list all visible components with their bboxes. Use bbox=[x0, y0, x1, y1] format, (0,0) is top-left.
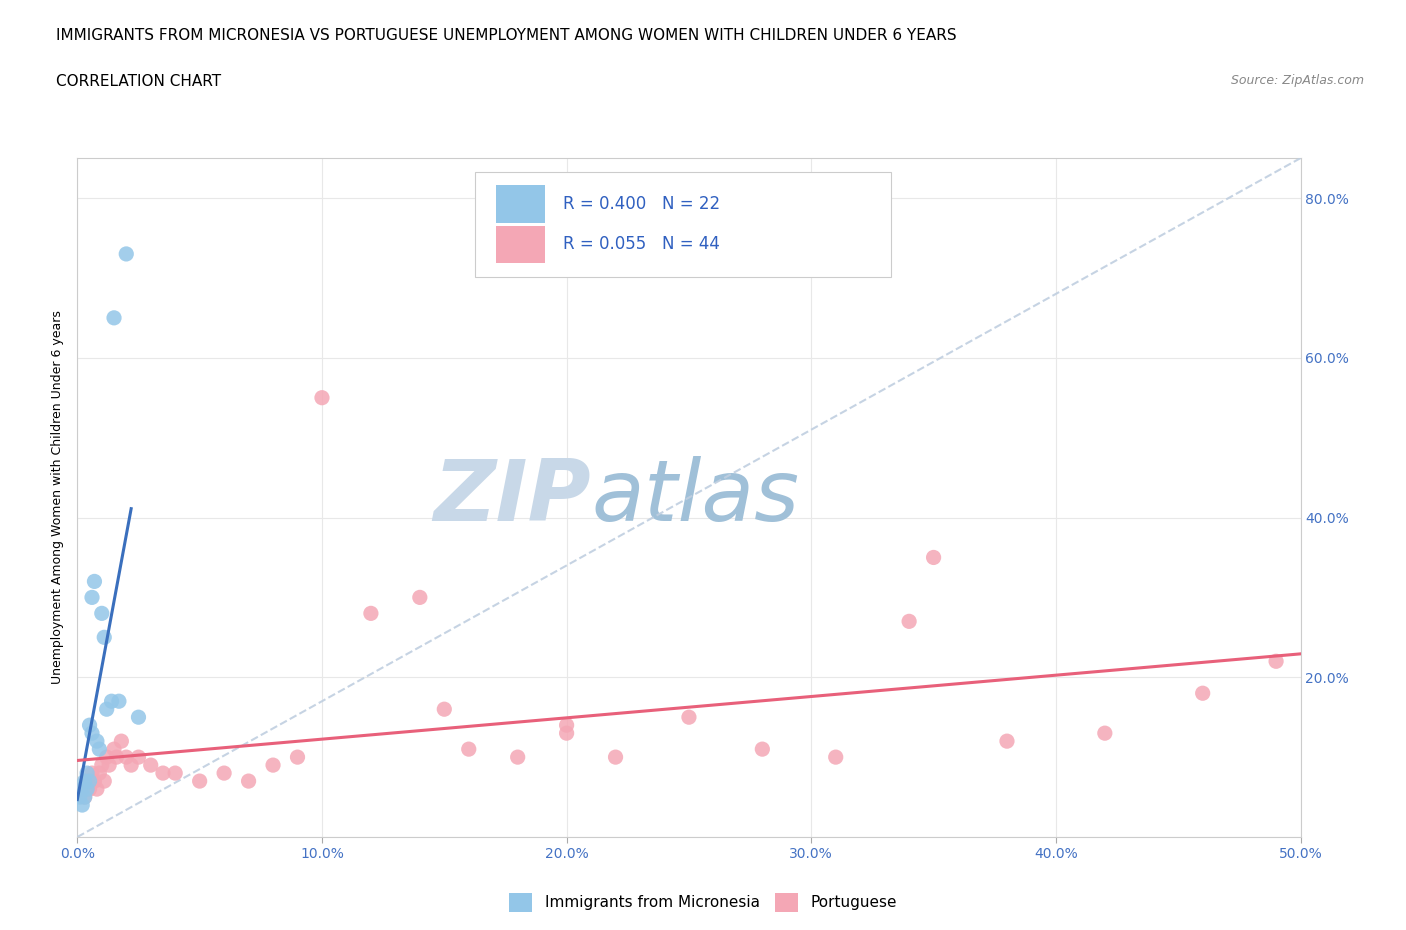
Point bbox=[678, 710, 700, 724]
Point bbox=[1265, 654, 1288, 669]
Point bbox=[69, 790, 91, 804]
Point bbox=[922, 550, 945, 565]
Point bbox=[76, 781, 98, 796]
Point bbox=[100, 694, 122, 709]
Point bbox=[76, 765, 98, 780]
Point bbox=[79, 781, 101, 796]
Point bbox=[115, 750, 138, 764]
Point bbox=[103, 311, 125, 325]
Point bbox=[238, 774, 260, 789]
Point bbox=[86, 781, 108, 796]
Point bbox=[212, 765, 235, 780]
Text: IMMIGRANTS FROM MICRONESIA VS PORTUGUESE UNEMPLOYMENT AMONG WOMEN WITH CHILDREN : IMMIGRANTS FROM MICRONESIA VS PORTUGUESE… bbox=[56, 28, 957, 43]
Point bbox=[89, 765, 111, 780]
Point bbox=[188, 774, 211, 789]
Point bbox=[80, 725, 103, 740]
Bar bbox=[496, 185, 544, 222]
Point bbox=[70, 798, 93, 813]
Text: R = 0.400   N = 22: R = 0.400 N = 22 bbox=[562, 194, 720, 213]
Text: ZIP: ZIP bbox=[433, 456, 591, 539]
Point bbox=[360, 606, 382, 621]
Text: atlas: atlas bbox=[591, 456, 799, 539]
Point bbox=[311, 391, 333, 405]
Y-axis label: Unemployment Among Women with Children Under 6 years: Unemployment Among Women with Children U… bbox=[51, 311, 65, 684]
Point bbox=[605, 750, 627, 764]
Point bbox=[70, 781, 93, 796]
Point bbox=[80, 765, 103, 780]
Bar bbox=[496, 226, 544, 263]
Point bbox=[128, 710, 150, 724]
Point bbox=[86, 734, 108, 749]
Point bbox=[98, 758, 121, 773]
Point bbox=[433, 702, 456, 717]
Point bbox=[555, 718, 578, 733]
Point bbox=[262, 758, 284, 773]
Point bbox=[457, 742, 479, 757]
Point bbox=[120, 758, 142, 773]
Point bbox=[90, 606, 112, 621]
Point bbox=[93, 774, 115, 789]
Legend: Immigrants from Micronesia, Portuguese: Immigrants from Micronesia, Portuguese bbox=[503, 887, 903, 918]
Point bbox=[73, 774, 96, 789]
Point bbox=[751, 742, 773, 757]
Point bbox=[995, 734, 1018, 749]
Point bbox=[824, 750, 846, 764]
Point bbox=[409, 590, 432, 604]
Point bbox=[115, 246, 138, 261]
Point bbox=[80, 590, 103, 604]
Point bbox=[555, 725, 578, 740]
Point bbox=[1094, 725, 1116, 740]
Text: R = 0.055   N = 44: R = 0.055 N = 44 bbox=[562, 235, 720, 253]
Point bbox=[103, 742, 125, 757]
Text: CORRELATION CHART: CORRELATION CHART bbox=[56, 74, 221, 89]
Point bbox=[110, 734, 132, 749]
Point bbox=[76, 774, 98, 789]
Point bbox=[79, 718, 101, 733]
Text: Source: ZipAtlas.com: Source: ZipAtlas.com bbox=[1230, 74, 1364, 87]
FancyBboxPatch shape bbox=[475, 172, 891, 277]
Point bbox=[139, 758, 162, 773]
Point bbox=[96, 702, 118, 717]
Point bbox=[898, 614, 921, 629]
Point bbox=[83, 774, 105, 789]
Point bbox=[105, 750, 128, 764]
Point bbox=[79, 774, 101, 789]
Point bbox=[89, 742, 111, 757]
Point bbox=[287, 750, 309, 764]
Point bbox=[165, 765, 187, 780]
Point bbox=[73, 790, 96, 804]
Point bbox=[83, 574, 105, 589]
Point bbox=[152, 765, 174, 780]
Point bbox=[506, 750, 529, 764]
Point bbox=[1191, 685, 1213, 700]
Point bbox=[70, 781, 93, 796]
Point bbox=[108, 694, 131, 709]
Point bbox=[93, 630, 115, 644]
Point bbox=[90, 758, 112, 773]
Point bbox=[96, 750, 118, 764]
Point bbox=[73, 790, 96, 804]
Point bbox=[128, 750, 150, 764]
